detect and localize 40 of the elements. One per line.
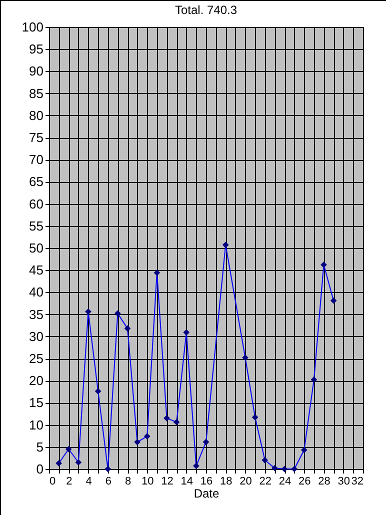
x-tick-label: 28	[318, 476, 330, 488]
x-tick-label: 24	[278, 476, 292, 488]
y-tick-label: 70	[29, 152, 44, 168]
y-tick-label: 15	[29, 395, 44, 410]
y-tick-label: 35	[29, 306, 44, 322]
y-tick-label: 10	[29, 417, 44, 432]
x-tick-label: 4	[86, 476, 92, 488]
x-tick-label: 12	[161, 476, 174, 488]
x-tick-label: 22	[259, 476, 272, 488]
x-tick-label: 10	[142, 476, 154, 488]
y-tick-label: 45	[29, 262, 44, 278]
y-tick-label: 60	[29, 196, 44, 212]
x-tick-label: 30	[338, 476, 350, 488]
y-tick-label: 95	[29, 42, 44, 57]
y-tick-label: 30	[29, 328, 44, 344]
x-tick-label: 14	[180, 476, 193, 488]
x-axis-title: Date	[194, 486, 220, 500]
x-tick-label: 6	[105, 476, 112, 488]
x-tick-label: 20	[240, 476, 252, 488]
y-tick-label: 20	[29, 373, 44, 388]
y-tick-label: 80	[29, 108, 44, 123]
x-tick-label: 8	[124, 476, 132, 488]
x-tick-label: 16	[200, 476, 213, 488]
y-tick-label: 75	[29, 130, 44, 145]
x-tick-label: 0	[50, 476, 56, 488]
chart-title: Total. 740.3	[174, 3, 238, 17]
y-tick-label: 0	[36, 462, 44, 476]
y-tick-label: 25	[29, 351, 44, 366]
x-tick-label: 18	[220, 476, 232, 488]
y-tick-label: 50	[29, 240, 44, 256]
y-tick-label: 90	[29, 64, 44, 79]
y-tick-label: 65	[29, 174, 44, 190]
y-tick-label: 55	[29, 218, 44, 234]
y-tick-label: 100	[22, 20, 44, 34]
y-tick-label: 85	[29, 86, 44, 101]
y-tick-label: 40	[29, 284, 44, 300]
x-tick-label: 2	[66, 476, 72, 488]
y-tick-label: 5	[36, 439, 44, 454]
x-tick-label: 32	[351, 476, 364, 488]
x-tick-label: 26	[298, 476, 311, 488]
